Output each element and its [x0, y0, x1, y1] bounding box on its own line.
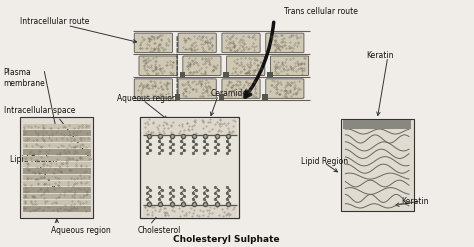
Bar	[23, 124, 91, 129]
Bar	[23, 162, 91, 167]
Bar	[23, 187, 91, 193]
Bar	[23, 194, 91, 199]
Text: Aqueous region: Aqueous region	[117, 94, 177, 103]
FancyBboxPatch shape	[222, 79, 260, 98]
Bar	[343, 121, 411, 129]
FancyBboxPatch shape	[134, 79, 173, 98]
FancyBboxPatch shape	[222, 33, 260, 53]
Bar	[23, 137, 91, 142]
Text: Keratin: Keratin	[366, 51, 394, 60]
FancyBboxPatch shape	[266, 33, 304, 53]
Text: Intracellular space: Intracellular space	[4, 106, 75, 115]
FancyBboxPatch shape	[227, 56, 265, 76]
Bar	[180, 72, 185, 77]
Text: Lipid Region: Lipid Region	[301, 157, 348, 165]
Text: Intracellular route: Intracellular route	[20, 17, 90, 26]
Bar	[23, 149, 91, 155]
Bar	[23, 130, 91, 136]
Text: Aqueous region: Aqueous region	[51, 226, 110, 235]
Bar	[223, 72, 229, 77]
FancyBboxPatch shape	[178, 33, 216, 53]
Text: Ceramide: Ceramide	[211, 89, 248, 98]
Bar	[23, 156, 91, 161]
Bar	[23, 175, 91, 180]
Text: Lipid Region: Lipid Region	[10, 155, 57, 164]
Bar	[23, 181, 91, 186]
Bar	[143, 205, 237, 217]
Bar	[267, 72, 273, 77]
FancyBboxPatch shape	[271, 56, 309, 76]
Text: Keratin: Keratin	[401, 197, 428, 206]
FancyBboxPatch shape	[139, 56, 177, 76]
Bar	[140, 117, 239, 218]
Text: Trans cellular route: Trans cellular route	[284, 7, 358, 16]
Bar	[219, 95, 224, 100]
FancyBboxPatch shape	[178, 79, 216, 98]
Text: Plasma
membrane: Plasma membrane	[4, 67, 46, 88]
Bar	[20, 117, 93, 218]
Bar	[143, 118, 237, 135]
FancyBboxPatch shape	[134, 33, 173, 53]
Text: Cholesterol: Cholesterol	[138, 226, 182, 235]
Bar	[23, 200, 91, 205]
Bar	[263, 95, 268, 100]
FancyBboxPatch shape	[183, 56, 221, 76]
Text: Cholesteryl Sulphate: Cholesteryl Sulphate	[173, 235, 280, 244]
Bar	[23, 168, 91, 174]
Bar	[341, 119, 414, 211]
Bar	[23, 206, 91, 212]
Bar	[175, 95, 181, 100]
Bar	[23, 143, 91, 148]
FancyBboxPatch shape	[266, 79, 304, 98]
